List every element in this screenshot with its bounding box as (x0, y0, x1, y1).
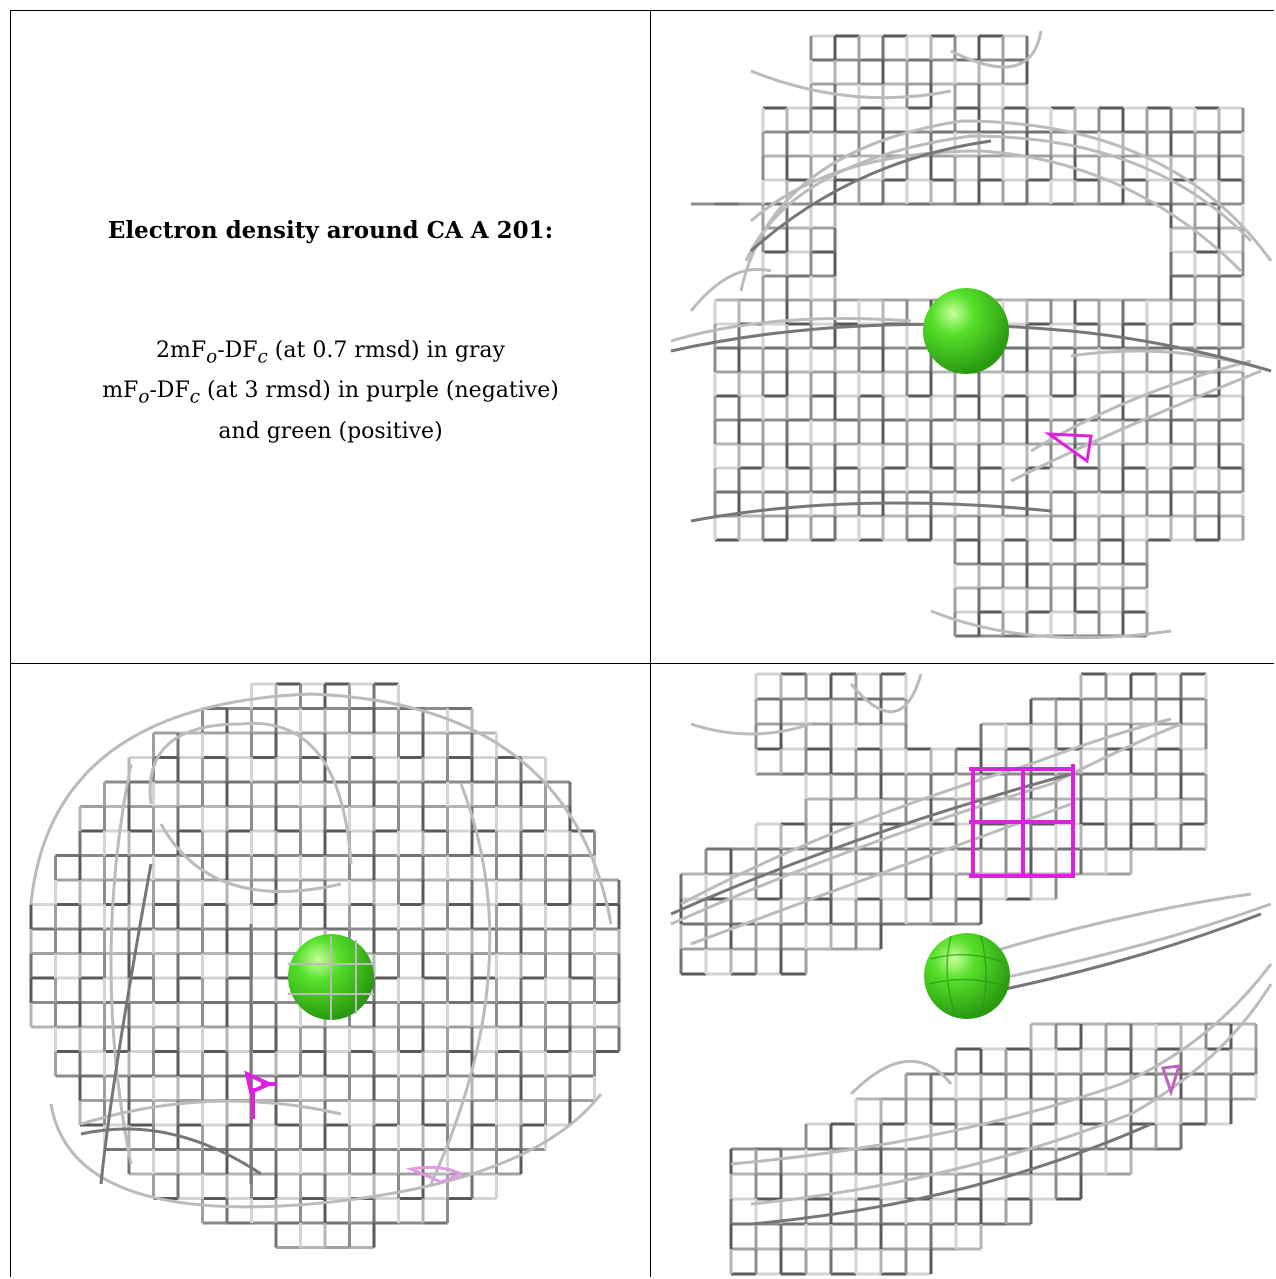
legend-subscript: o (206, 346, 218, 368)
sphere-mesh-overlay (288, 936, 374, 1020)
legend-subscript: o (138, 386, 150, 408)
caption-cell: Electron density around CA A 201: 2mFo-D… (12, 12, 649, 662)
table-border-left (10, 10, 11, 1277)
bottom-left-view (11, 664, 649, 1277)
legend-text: 2mF (156, 338, 207, 363)
legend-text: (at 0.7 rmsd) in gray (267, 338, 505, 363)
calcium-sphere (924, 933, 1010, 1019)
top-right-view (651, 11, 1274, 662)
calcium-sphere (923, 288, 1009, 374)
negative-density-blob (1043, 432, 1093, 464)
legend-text: (at 3 rmsd) in purple (negative) (199, 378, 559, 404)
legend-text: -DF (149, 378, 190, 404)
negative-density-blob-faint (405, 1165, 465, 1184)
density-mesh-top-right (670, 30, 1273, 640)
legend-subscript: c (189, 386, 200, 408)
caption-legend: 2mFo-DFc (at 0.7 rmsd) in gray mFo-DFc (… (12, 334, 649, 449)
legend-line-gray: 2mFo-DFc (at 0.7 rmsd) in gray (12, 334, 649, 374)
legend-line-purple: mFo-DFc (at 3 rmsd) in purple (negative) (12, 374, 649, 414)
mesh-contours (29, 692, 613, 1209)
mesh-contours-dark (670, 139, 1272, 523)
legend-text: -DF (217, 338, 258, 363)
caption-title: Electron density around CA A 201: (107, 217, 554, 244)
table-divider-horizontal (10, 663, 1274, 664)
mesh-grid (691, 34, 1245, 638)
positive-negative-grid-blob (969, 764, 1075, 878)
mesh-contours-dark (80, 863, 262, 1185)
legend-line-green: and green (positive) (218, 418, 443, 444)
negative-density-blob-faint (1160, 1064, 1182, 1097)
sphere-mesh-overlay (928, 935, 1006, 1017)
density-mesh-bottom-right (670, 672, 1273, 1276)
legend-subscript: c (257, 346, 268, 368)
table-border-top (10, 10, 1274, 11)
bottom-right-view (651, 664, 1274, 1277)
mesh-contours (670, 30, 1273, 640)
negative-density-blob (244, 1070, 277, 1119)
mesh-grid (679, 672, 1258, 1276)
table-divider-vertical (650, 10, 651, 1277)
mesh-contours-dark (670, 772, 1262, 1226)
legend-text: mF (102, 378, 139, 404)
density-mesh-bottom-left (29, 682, 621, 1249)
